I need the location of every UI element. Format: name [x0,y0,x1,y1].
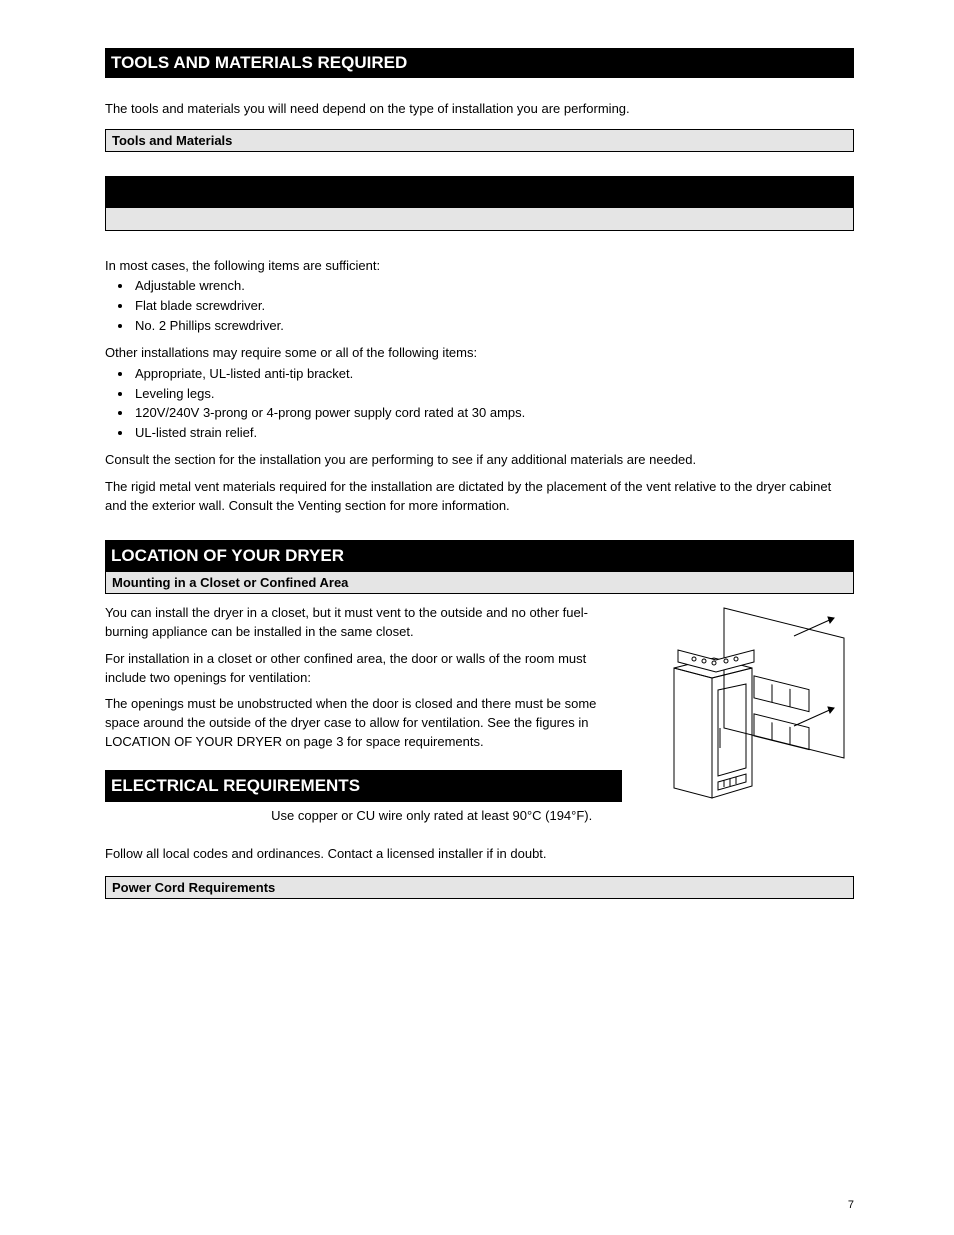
page-number: 7 [848,1199,854,1211]
tools-list-1: Adjustable wrench. Flat blade screwdrive… [133,277,854,336]
location-heading: LOCATION OF YOUR DRYER [105,540,854,572]
list-item: UL-listed strain relief. [133,424,854,443]
tools-body: In most cases, the following items are s… [105,257,854,276]
closet-vent-figure [634,598,854,808]
tools-body4: The rigid metal vent materials required … [105,478,854,516]
footer-note: Follow all local codes and ordinances. C… [105,845,854,864]
list-item: Appropriate, UL-listed anti-tip bracket. [133,365,854,384]
list-item: No. 2 Phillips screwdriver. [133,317,854,336]
tools-body3: Consult the section for the installation… [105,451,854,470]
list-item: 120V/240V 3-prong or 4-prong power suppl… [133,404,854,423]
electrical-heading: ELECTRICAL REQUIREMENTS [105,770,622,802]
tools-note: The tools and materials you will need de… [105,100,854,119]
warning-bar-1 [105,176,854,208]
location-p2: For installation in a closet or other co… [105,650,622,688]
location-subheading: Mounting in a Closet or Confined Area [105,572,854,594]
location-p1: You can install the dryer in a closet, b… [105,604,622,642]
location-p3: The openings must be unobstructed when t… [105,695,622,752]
warning-sub-1 [105,208,854,230]
electrical-note: Use copper or CU wire only rated at leas… [105,808,622,823]
list-item: Flat blade screwdriver. [133,297,854,316]
list-item: Adjustable wrench. [133,277,854,296]
tools-heading: TOOLS AND MATERIALS REQUIRED [105,48,854,78]
tools-subheading: Tools and Materials [105,129,854,152]
tools-body2: Other installations may require some or … [105,344,854,363]
tools-list-2: Appropriate, UL-listed anti-tip bracket.… [133,365,854,443]
list-item: Leveling legs. [133,385,854,404]
power-cord-subheading: Power Cord Requirements [105,876,854,899]
